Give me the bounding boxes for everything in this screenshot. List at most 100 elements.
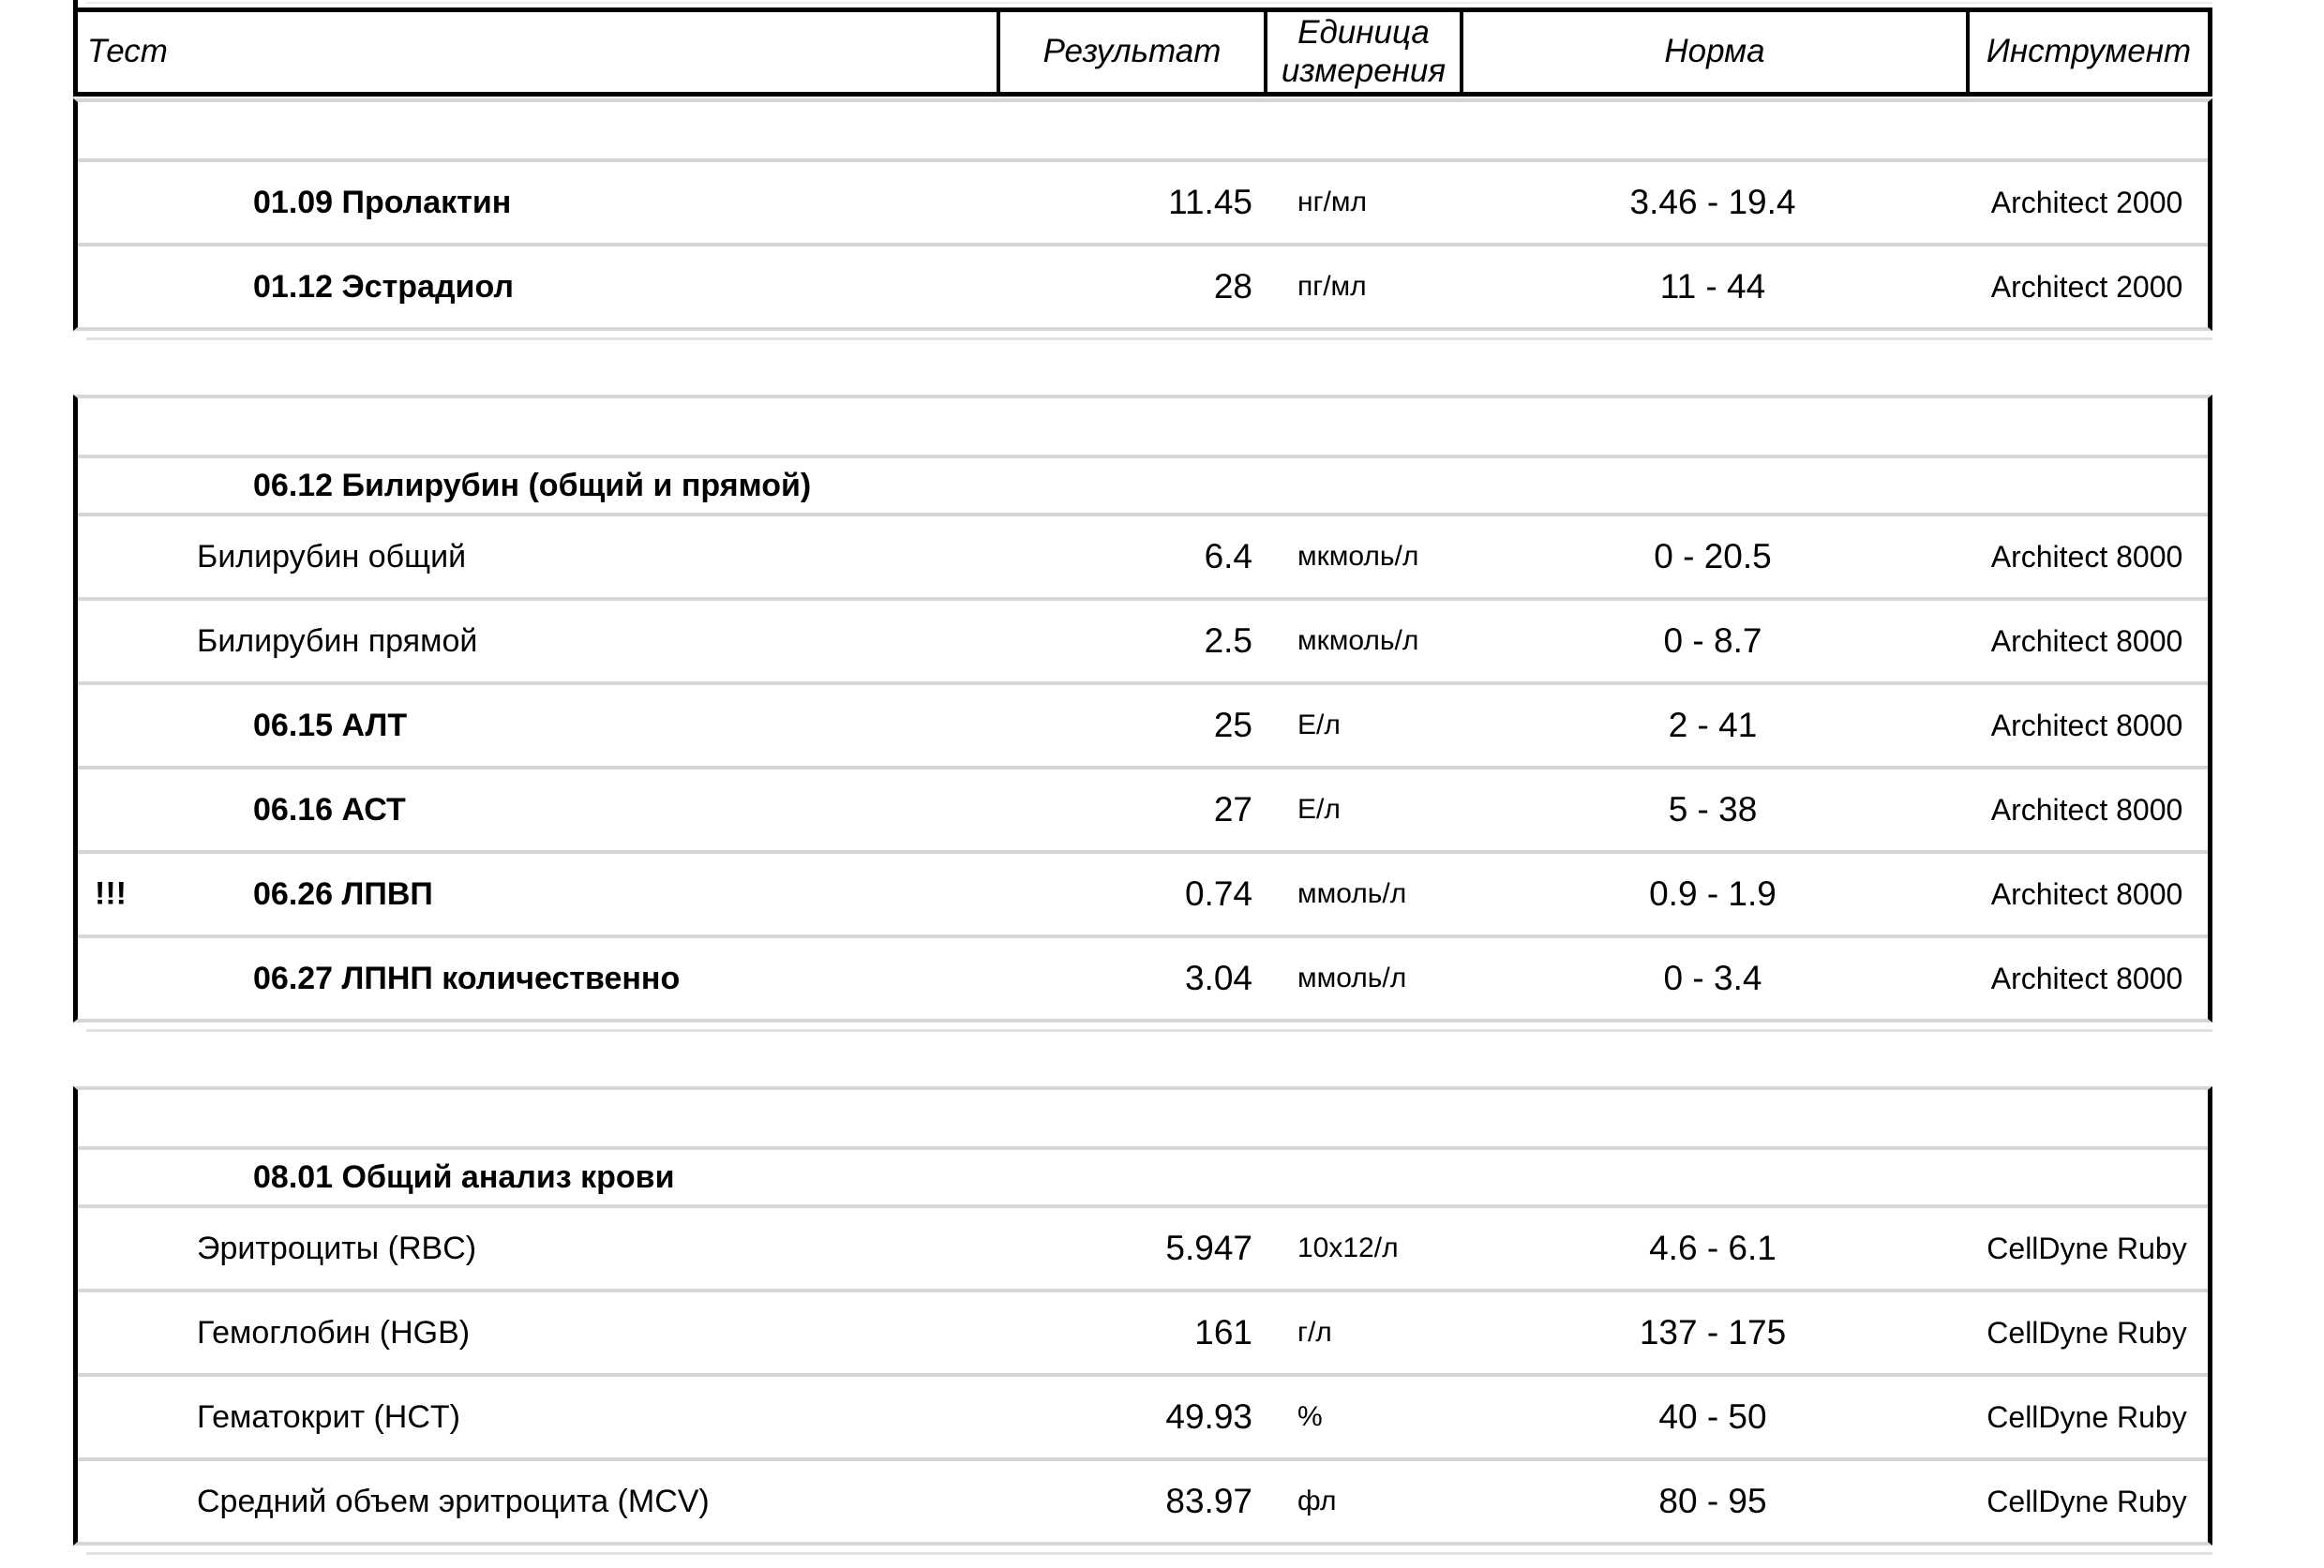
unit-value: Е/л: [1297, 794, 1341, 825]
instrument-name: Architect 2000: [1990, 269, 2183, 304]
section-block-hormones: 01.09 Пролактин 11.45 нг/мл 3.46 - 19.4 …: [73, 98, 2212, 331]
result-value: 6.4: [1204, 537, 1252, 575]
norm-range: 0 - 20.5: [1654, 537, 1772, 575]
test-cell: 06.16 АСТ: [78, 792, 997, 829]
instrument-name: Architect 8000: [1990, 708, 2183, 742]
norm-range: 11 - 44: [1659, 267, 1766, 306]
result-value: 28: [1213, 267, 1252, 306]
test-name: Билирубин общий: [197, 538, 467, 575]
section-shadow: [86, 337, 2212, 340]
table-row-estradiol: 01.12 Эстрадиол 28 пг/мл 11 - 44 Archite…: [78, 243, 2208, 327]
instrument-name: CellDyne Ruby: [1987, 1315, 2187, 1350]
column-header-unit: Единица измерения: [1264, 12, 1460, 92]
test-cell: Эритроциты (RBC): [78, 1231, 997, 1267]
result-value: 0.74: [1184, 874, 1252, 913]
table-row-mcv: Средний объем эритроцита (MCV) 83.97 фл …: [78, 1457, 2208, 1542]
test-name: 01.09 Пролактин: [253, 184, 512, 220]
section-block-biochemistry: 06.12 Билирубин (общий и прямой) Билируб…: [73, 395, 2212, 1023]
instrument-name: CellDyne Ruby: [1987, 1484, 2187, 1518]
empty-row: [78, 102, 2208, 158]
unit-value: мкмоль/л: [1297, 625, 1419, 656]
result-value: 5.947: [1165, 1229, 1252, 1267]
norm-range: 80 - 95: [1658, 1482, 1767, 1520]
test-cell: Гемоглобин (HGB): [78, 1315, 997, 1351]
empty-row: [78, 398, 2208, 455]
table-row-rbc: Эритроциты (RBC) 5.947 10х12/л 4.6 - 6.1…: [78, 1204, 2208, 1289]
test-cell: 01.09 Пролактин: [78, 185, 997, 221]
norm-range: 5 - 38: [1668, 790, 1758, 829]
instrument-name: Architect 8000: [1990, 792, 2183, 827]
norm-range: 4.6 - 6.1: [1649, 1229, 1777, 1267]
group-label: 08.01 Общий анализ крови: [253, 1158, 675, 1195]
table-row-bilirubin-direct: Билирубин прямой 2.5 мкмоль/л 0 - 8.7 Ar…: [78, 597, 2208, 681]
table-row-hgb: Гемоглобин (HGB) 161 г/л 137 - 175 CellD…: [78, 1289, 2208, 1373]
result-value: 49.93: [1165, 1397, 1252, 1436]
empty-row: [78, 1090, 2208, 1146]
norm-range: 137 - 175: [1639, 1313, 1787, 1351]
instrument-name: CellDyne Ruby: [1987, 1231, 2187, 1265]
results-table: Тест Результат Единица измерения Норма И…: [73, 7, 2212, 1555]
instrument-name: CellDyne Ruby: [1987, 1399, 2187, 1434]
test-name: 06.26 ЛПВП: [253, 875, 433, 912]
cut-off-shadow-line: [86, 2, 2212, 4]
test-name: Гемоглобин (HGB): [197, 1314, 471, 1351]
table-row-ast: 06.16 АСТ 27 Е/л 5 - 38 Architect 8000: [78, 766, 2208, 850]
norm-range: 40 - 50: [1658, 1397, 1767, 1436]
test-cell: 01.12 Эстрадиол: [78, 269, 997, 306]
result-value: 3.04: [1184, 959, 1252, 997]
instrument-name: Architect 8000: [1990, 876, 2183, 911]
test-cell: 06.15 АЛТ: [78, 708, 997, 744]
norm-range: 2 - 41: [1668, 706, 1758, 744]
column-header-instrument: Инструмент: [1966, 12, 2208, 92]
table-row-ldl: 06.27 ЛПНП количественно 3.04 ммоль/л 0 …: [78, 934, 2208, 1019]
group-label: 06.12 Билирубин (общий и прямой): [253, 467, 812, 503]
test-name: Гематокрит (HCT): [197, 1398, 460, 1435]
test-cell: Средний объем эритроцита (MCV): [78, 1484, 997, 1520]
norm-range: 0.9 - 1.9: [1649, 874, 1777, 913]
instrument-name: Architect 8000: [1990, 623, 2183, 658]
column-header-test: Тест: [87, 33, 168, 70]
result-value: 11.45: [1168, 183, 1252, 221]
unit-value: ммоль/л: [1297, 963, 1407, 993]
test-name: 06.27 ЛПНП количественно: [253, 960, 681, 996]
result-value: 25: [1213, 706, 1252, 744]
table-row-hct: Гематокрит (HCT) 49.93 % 40 - 50 CellDyn…: [78, 1373, 2208, 1457]
result-value: 2.5: [1204, 621, 1252, 660]
test-cell: Билирубин прямой: [78, 623, 997, 660]
table-header-row: Тест Результат Единица измерения Норма И…: [73, 7, 2212, 97]
instrument-name: Architect 8000: [1990, 961, 2183, 995]
test-name: Эритроциты (RBC): [197, 1230, 477, 1266]
test-cell: 06.27 ЛПНП количественно: [78, 961, 997, 997]
test-cell: Билирубин общий: [78, 539, 997, 575]
norm-range: 3.46 - 19.4: [1629, 183, 1796, 221]
unit-value: %: [1297, 1401, 1323, 1432]
cut-off-border-fragment: [73, 0, 78, 9]
group-header-row-cbc: 08.01 Общий анализ крови: [78, 1146, 2208, 1204]
test-name: Средний объем эритроцита (MCV): [197, 1483, 710, 1519]
table-row-alt: 06.15 АЛТ 25 Е/л 2 - 41 Architect 8000: [78, 681, 2208, 766]
test-name: 01.12 Эстрадиол: [253, 268, 514, 305]
unit-value: мкмоль/л: [1297, 541, 1419, 572]
table-row-prolactin: 01.09 Пролактин 11.45 нг/мл 3.46 - 19.4 …: [78, 158, 2208, 243]
instrument-name: Architect 2000: [1990, 185, 2183, 219]
instrument-name: Architect 8000: [1990, 539, 2183, 574]
section-block-cbc: 08.01 Общий анализ крови Эритроциты (RBC…: [73, 1086, 2212, 1546]
result-value: 83.97: [1165, 1482, 1252, 1520]
unit-value: ммоль/л: [1297, 878, 1407, 909]
table-row-hdl: !!! 06.26 ЛПВП 0.74 ммоль/л 0.9 - 1.9 Ar…: [78, 850, 2208, 934]
norm-range: 0 - 8.7: [1663, 621, 1762, 660]
result-value: 27: [1213, 790, 1252, 829]
test-cell: !!! 06.26 ЛПВП: [78, 876, 997, 913]
column-header-result: Результат: [997, 12, 1264, 92]
table-row-bilirubin-total: Билирубин общий 6.4 мкмоль/л 0 - 20.5 Ar…: [78, 513, 2208, 597]
column-header-norm: Норма: [1460, 12, 1966, 92]
unit-value: г/л: [1297, 1317, 1332, 1348]
unit-value: пг/мл: [1297, 271, 1367, 302]
test-cell: Гематокрит (HCT): [78, 1399, 997, 1436]
unit-value: нг/мл: [1297, 187, 1367, 217]
group-header-row-bilirubin: 06.12 Билирубин (общий и прямой): [78, 455, 2208, 513]
section-shadow: [86, 1552, 2212, 1555]
unit-value: 10х12/л: [1297, 1232, 1399, 1263]
test-name: 06.16 АСТ: [253, 791, 406, 828]
